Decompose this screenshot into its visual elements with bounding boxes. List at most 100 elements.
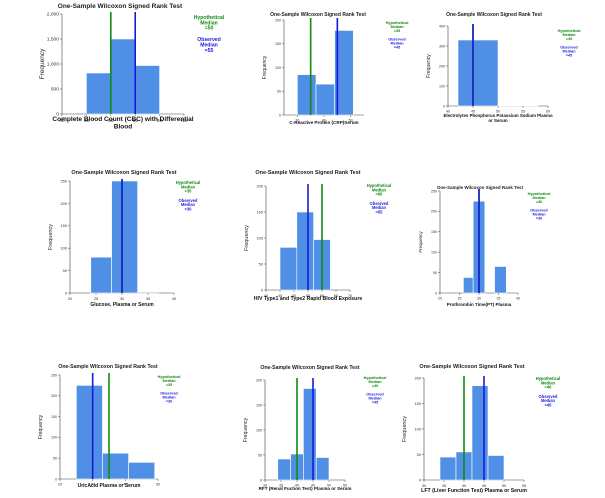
x-tick-label: 55 bbox=[306, 293, 310, 298]
y-tick-label: 1,000 bbox=[47, 62, 60, 68]
y-tick-label: 0 bbox=[55, 477, 57, 481]
observed-median-legend: Median bbox=[200, 43, 218, 49]
x-tick-label: 60 bbox=[546, 110, 550, 114]
histogram-bar bbox=[277, 458, 291, 481]
observed-median-legend: =45 bbox=[394, 46, 400, 50]
x-tick-label: 65 bbox=[181, 118, 187, 124]
histogram-bar bbox=[102, 452, 129, 480]
y-tick-label: 200 bbox=[256, 378, 262, 382]
y-tick-label: 100 bbox=[257, 235, 264, 240]
y-tick-label: 100 bbox=[275, 66, 281, 70]
y-tick-label: 150 bbox=[61, 223, 68, 228]
y-tick-label: 200 bbox=[431, 210, 437, 214]
chart-title: One-Sample Wilcoxon Signed Rank Test bbox=[58, 364, 158, 370]
hypothetical-median-legend: Median bbox=[162, 379, 176, 383]
x-tick-label: 45 bbox=[311, 484, 315, 488]
histogram-bar bbox=[110, 38, 136, 115]
observed-median-legend: =55 bbox=[376, 209, 384, 214]
y-tick-label: 500 bbox=[51, 87, 59, 93]
y-axis-label: Frequency bbox=[262, 55, 268, 79]
chart-panel-1: One-Sample Wilcoxon Signed Rank Test 0 500… bbox=[39, 3, 225, 130]
observed-median-legend: Median bbox=[368, 397, 382, 401]
hypothetical-median-legend: =30 bbox=[536, 200, 542, 204]
y-axis-label: Frequency bbox=[39, 48, 46, 79]
x-tick-label: 50 bbox=[292, 293, 297, 298]
x-tick-label: 50 bbox=[349, 119, 353, 123]
observed-median-legend: =30 bbox=[536, 217, 542, 221]
hypothetical-median-legend: =35 bbox=[166, 383, 172, 387]
y-axis-label: Frequency bbox=[48, 224, 54, 250]
observed-median-legend: Median bbox=[562, 50, 576, 54]
x-tick-label: 50 bbox=[108, 118, 114, 124]
y-tick-label: 150 bbox=[275, 42, 281, 46]
observed-median-legend: Observed bbox=[370, 201, 389, 206]
x-tick-label: 60 bbox=[157, 118, 163, 124]
x-axis-label: LFT (Liver Function Test) Plasma or Seru… bbox=[421, 488, 527, 494]
x-axis-label: Electrolytes Phosphorus Potassium Sodium… bbox=[443, 113, 553, 118]
chart-panel-8: One-Sample Wilcoxon Signed Rank Test 0 50 1… bbox=[243, 365, 386, 491]
observed-median-legend: Observed bbox=[160, 392, 178, 396]
y-tick-label: 0 bbox=[419, 477, 422, 482]
y-tick-label: 300 bbox=[439, 44, 445, 48]
chart-title: One-Sample Wilcoxon Signed Rank Test bbox=[419, 364, 524, 370]
chart-panel-2: One-Sample Wilcoxon Signed Rank Test 0 50 1… bbox=[262, 12, 408, 125]
chart-title: One-Sample Wilcoxon Signed Rank Test bbox=[260, 365, 360, 371]
y-tick-label: 100 bbox=[51, 436, 57, 440]
x-tick-label: 65 bbox=[334, 293, 338, 298]
hypothetical-median-legend: =35 bbox=[394, 29, 400, 33]
x-tick-label: 50 bbox=[502, 483, 507, 488]
y-tick-label: 50 bbox=[63, 268, 68, 273]
y-tick-label: 400 bbox=[439, 24, 445, 28]
histogram-bar bbox=[457, 39, 499, 107]
y-tick-label: 200 bbox=[439, 64, 445, 68]
y-tick-label: 100 bbox=[61, 246, 68, 251]
y-tick-label: 150 bbox=[256, 403, 262, 407]
y-tick-label: 0 bbox=[261, 287, 264, 292]
x-tick-label: 35 bbox=[497, 297, 501, 301]
y-tick-label: 100 bbox=[431, 250, 437, 254]
x-tick-label: 25 bbox=[94, 296, 98, 301]
hypothetical-median-legend: Median bbox=[200, 20, 218, 26]
x-axis-label: Blood bbox=[114, 123, 132, 130]
x-tick-label: 40 bbox=[295, 484, 299, 488]
x-tick-label: 60 bbox=[320, 293, 325, 298]
y-tick-label: 150 bbox=[51, 415, 57, 419]
observed-median-legend: =30 bbox=[166, 400, 172, 404]
observed-median-legend: Observed bbox=[560, 46, 578, 50]
histogram-bar bbox=[315, 457, 330, 481]
hypothetical-median-legend: =40 bbox=[545, 385, 553, 390]
hypothetical-median-legend: Hypothetical bbox=[367, 183, 392, 188]
hypothetical-median-legend: Hypothetical bbox=[558, 29, 581, 33]
histogram-bar bbox=[494, 266, 507, 294]
observed-median-legend: =55 bbox=[205, 48, 214, 54]
hypothetical-median-legend: Hypothetical bbox=[176, 180, 201, 185]
y-tick-label: 100 bbox=[439, 84, 445, 88]
y-tick-label: 250 bbox=[431, 189, 437, 193]
x-tick-label: 55 bbox=[132, 118, 138, 124]
hypothetical-median-legend: Median bbox=[372, 187, 387, 192]
hypothetical-median-legend: Hypothetical bbox=[364, 376, 387, 380]
histogram-bar bbox=[90, 256, 112, 294]
x-axis-label: UricAcid Plasma or Serum bbox=[78, 483, 141, 489]
y-tick-label: 200 bbox=[51, 394, 57, 398]
hypothetical-median-legend: Median bbox=[541, 380, 556, 385]
x-tick-label: 40 bbox=[123, 483, 127, 487]
y-tick-label: 100 bbox=[256, 428, 262, 432]
observed-median-legend: Observed bbox=[530, 209, 548, 213]
hypothetical-median-legend: =50 bbox=[205, 26, 214, 32]
y-tick-label: 50 bbox=[53, 456, 57, 460]
y-tick-label: 50 bbox=[259, 261, 264, 266]
y-tick-label: 250 bbox=[51, 373, 57, 377]
y-tick-label: 2,000 bbox=[47, 12, 60, 18]
x-axis-label: Prothrombin Time(PT) Plasma bbox=[447, 302, 512, 307]
y-tick-label: 0 bbox=[56, 112, 59, 118]
y-tick-label: 0 bbox=[443, 104, 445, 108]
hypothetical-median-legend: Hypothetical bbox=[528, 192, 551, 196]
y-tick-label: 150 bbox=[415, 401, 422, 406]
y-tick-label: 200 bbox=[61, 201, 68, 206]
y-tick-label: 50 bbox=[433, 271, 437, 275]
histogram-bar bbox=[76, 385, 103, 480]
histogram-bar bbox=[439, 456, 457, 481]
hypothetical-median-legend: =40 bbox=[372, 384, 378, 388]
